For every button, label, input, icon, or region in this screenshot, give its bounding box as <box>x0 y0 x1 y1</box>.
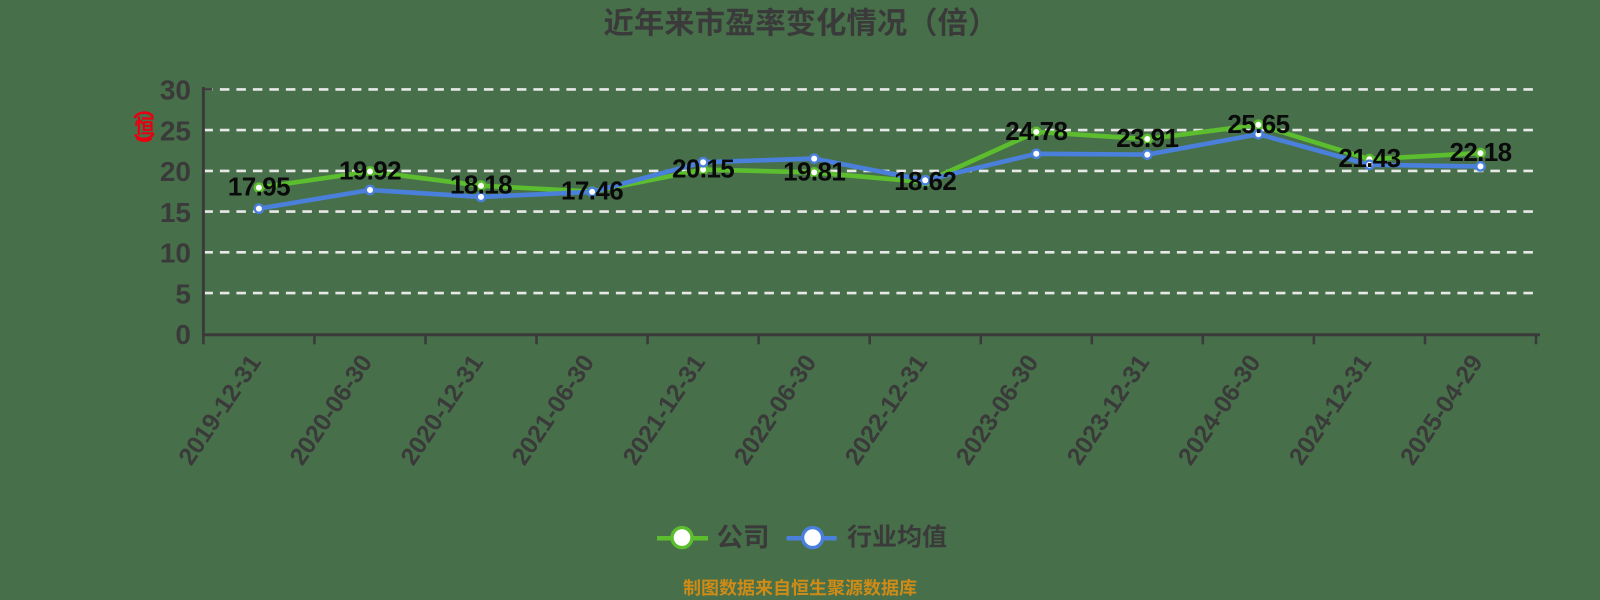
svg-text:0: 0 <box>175 319 191 350</box>
svg-text:18.18: 18.18 <box>450 170 512 200</box>
svg-text:17.95: 17.95 <box>228 172 290 202</box>
svg-text:22.18: 22.18 <box>1449 137 1511 167</box>
svg-text:18.62: 18.62 <box>894 166 956 196</box>
svg-text:25.65: 25.65 <box>1227 109 1289 139</box>
svg-text:20: 20 <box>160 156 191 187</box>
svg-text:19.81: 19.81 <box>783 156 845 186</box>
svg-text:21.43: 21.43 <box>1338 143 1400 173</box>
svg-text:25: 25 <box>160 115 191 146</box>
svg-text:15: 15 <box>160 197 191 228</box>
svg-text:23.91: 23.91 <box>1116 123 1178 153</box>
svg-text:10: 10 <box>160 238 191 269</box>
svg-text:24.78: 24.78 <box>1005 116 1067 146</box>
svg-text:30: 30 <box>160 75 191 106</box>
svg-text:20.15: 20.15 <box>672 154 734 184</box>
svg-text:19.92: 19.92 <box>339 156 401 186</box>
svg-text:17.46: 17.46 <box>561 176 623 206</box>
svg-text:5: 5 <box>175 278 191 309</box>
